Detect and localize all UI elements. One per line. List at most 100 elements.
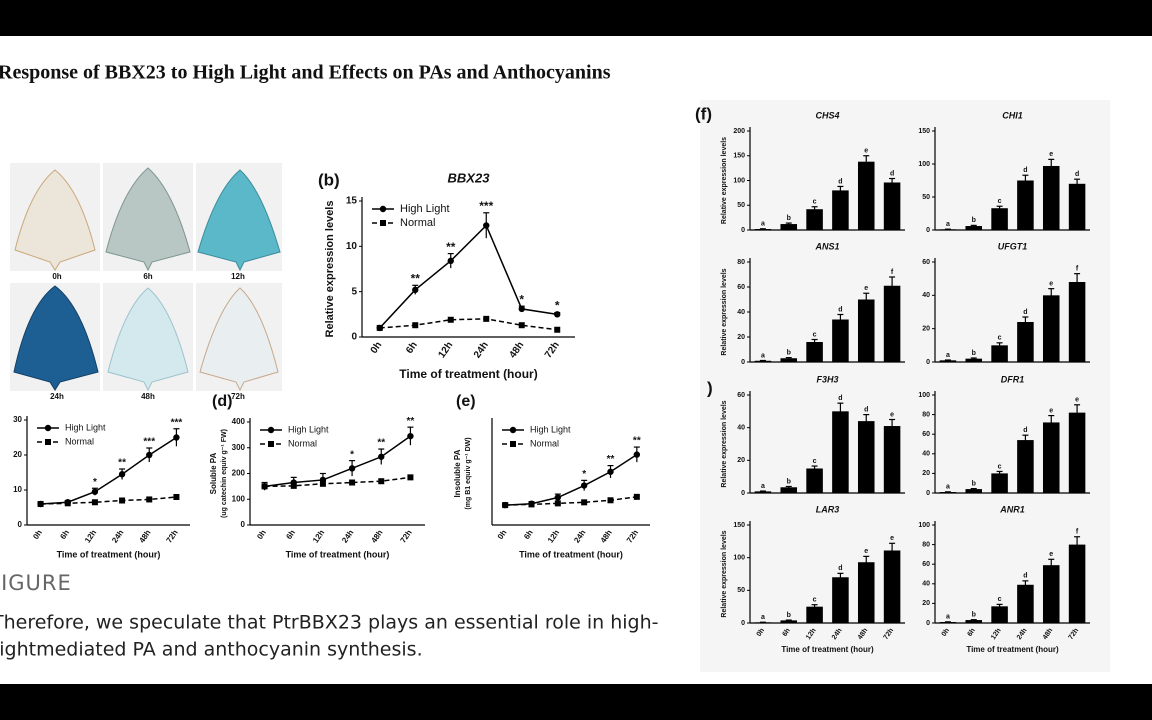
data-point (554, 326, 561, 333)
significance: b (787, 349, 791, 356)
significance: c (998, 198, 1002, 205)
data-point (378, 453, 385, 460)
significance: a (946, 614, 950, 621)
bar (806, 606, 823, 623)
y-tick-label: 5 (351, 286, 357, 297)
y-axis-label: (ug catechin equiv g⁻¹ FW) (221, 429, 228, 518)
data-point (607, 468, 614, 475)
significance: d (1023, 573, 1027, 580)
chart-title: F3H3 (816, 374, 838, 384)
legend-marker (267, 426, 275, 434)
bar (991, 606, 1008, 623)
y-tick-label: 100 (232, 494, 246, 503)
x-tick-label: 72h (625, 528, 640, 545)
x-tick-label: 6h (284, 528, 297, 541)
legend-marker (510, 441, 516, 447)
x-tick-label: 48h (369, 528, 384, 545)
data-point (607, 497, 614, 504)
x-axis-label: Time of treatment (hour) (286, 549, 390, 559)
chart: 0 20 40 60 F3H3 Relative expression levels a b c… (721, 374, 905, 497)
bar (832, 411, 849, 493)
bar (939, 492, 957, 493)
bar (965, 358, 983, 362)
chart: 0 20 40 60 80 100 DFR1 a b c d e e (918, 374, 1090, 497)
chart: 0 50 100 150 200 CHS4 Relative expression leve… (721, 110, 905, 234)
bar (939, 360, 957, 362)
y-tick-label: 80 (922, 541, 930, 548)
legend-marker (44, 424, 52, 432)
series-line (264, 435, 411, 488)
x-tick-label: 12h (83, 528, 98, 545)
significance: ** (446, 240, 456, 254)
x-tick-label: 6h (58, 528, 71, 541)
series-line (505, 496, 637, 506)
x-tick-label: 0h (496, 528, 509, 541)
bar (806, 209, 823, 230)
x-tick-label: 6h (522, 528, 535, 541)
x-tick-label: 6h (404, 340, 420, 356)
significance: d (1023, 167, 1027, 174)
y-tick-label: 0 (351, 332, 357, 343)
data-point (412, 322, 419, 329)
data-point (554, 500, 561, 507)
y-tick-label: 0 (18, 520, 23, 529)
x-tick-label: 12h (311, 528, 326, 545)
bar (857, 161, 875, 230)
bar (754, 491, 772, 493)
y-tick-label: 0 (926, 359, 930, 366)
y-tick-label: 0 (926, 227, 930, 234)
leaf-time: 24h (50, 392, 64, 401)
bar (1068, 282, 1086, 362)
panel-label: (f) (695, 104, 712, 123)
bar (780, 358, 798, 362)
paragraph-line: Therefore, we speculate that PtrBBX23 pl… (0, 612, 659, 634)
data-point (554, 311, 561, 318)
bar (991, 208, 1008, 230)
y-tick-label: 100 (918, 392, 930, 399)
figure-caption: FIGURE (0, 571, 72, 595)
y-tick-label: 40 (737, 425, 745, 432)
data-point (554, 494, 562, 501)
significance: c (998, 596, 1002, 603)
significance: ** (377, 438, 385, 449)
y-tick-label: 100 (918, 161, 930, 168)
y-tick-label: 20 (737, 334, 745, 341)
leaf (199, 287, 279, 392)
x-tick-label: 24h (110, 528, 125, 545)
significance: e (864, 548, 868, 555)
significance: e (890, 535, 894, 542)
slide-title: Response of BBX23 to High Light and Effe… (0, 62, 611, 84)
x-tick-label: 48h (599, 528, 614, 545)
bar (754, 229, 772, 230)
significance: c (998, 335, 1002, 342)
y-tick-label: 0 (741, 359, 745, 366)
bar (754, 360, 772, 362)
legend-marker (379, 205, 387, 213)
y-tick-label: 40 (922, 451, 930, 458)
legend-label: Normal (288, 438, 317, 448)
y-tick-label: 0 (741, 490, 745, 497)
significance: b (787, 215, 791, 222)
y-tick-label: 150 (918, 128, 930, 135)
y-tick-label: 50 (737, 202, 745, 209)
data-point (173, 494, 180, 500)
data-point (146, 451, 153, 459)
data-point (483, 315, 490, 322)
bar (1017, 440, 1034, 493)
chart-title: CHS4 (815, 110, 839, 120)
y-tick-label: 60 (737, 392, 745, 399)
chart-title: ANS1 (814, 241, 839, 251)
x-tick-label: 12h (546, 528, 561, 545)
significance: f (1076, 529, 1079, 536)
y-axis-label: Relative expression levels (324, 201, 336, 338)
bar (806, 468, 823, 493)
legend-label: High Light (400, 203, 450, 215)
bar (939, 622, 957, 623)
bar (857, 299, 875, 362)
x-tick-label: 48h (507, 340, 526, 360)
bar (1068, 183, 1086, 230)
data-point (633, 451, 641, 458)
chart: 0 20 40 60 80 ANS1 Relative expression levels a… (721, 241, 905, 366)
panel-label: (e) (456, 393, 476, 410)
